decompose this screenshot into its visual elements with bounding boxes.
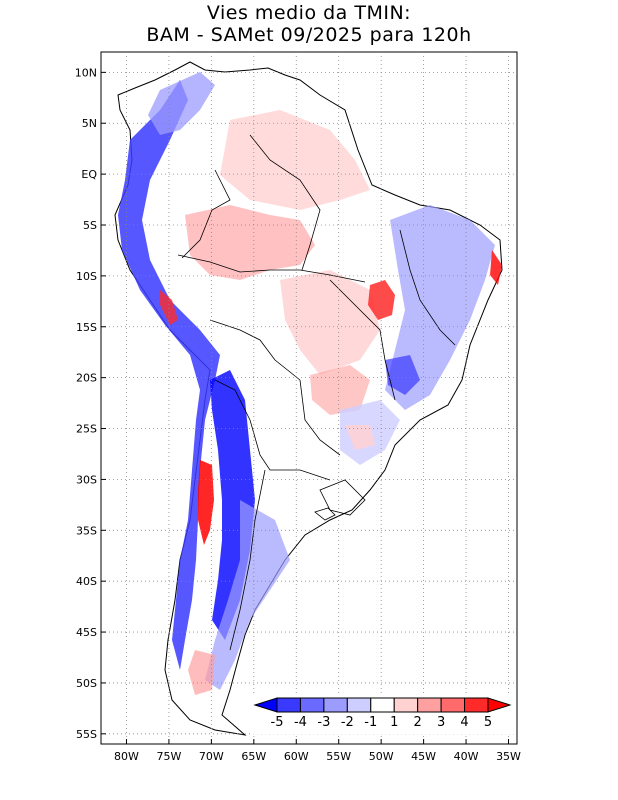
colorbar-swatch (323, 697, 348, 713)
lon-tick-label: 35W (496, 750, 521, 763)
colorbar: -5 -4 -3 -2 -1 1 2 3 4 5 (251, 694, 514, 734)
amazon-warm-bias (185, 205, 315, 280)
lon-tick-label: 80W (114, 750, 139, 763)
colorbar-swatch (346, 697, 372, 713)
map-content (114, 61, 503, 736)
colorbar-label: 2 (414, 715, 422, 730)
falkland-islands (314, 507, 336, 521)
lat-tick-label: 5N (82, 117, 97, 130)
lat-tick-label: 30S (76, 473, 97, 486)
patagonia-warm-spot (188, 650, 215, 695)
lat-tick-label: 10S (76, 270, 97, 283)
lon-tick-label: 40W (454, 750, 479, 763)
colorbar-label: 4 (460, 715, 468, 730)
colorbar-swatch (393, 697, 419, 713)
colorbar-swatch (464, 697, 489, 713)
patagonia-light-blue (205, 500, 290, 690)
colorbar-swatch (440, 697, 466, 713)
lat-tick-label: 45S (76, 626, 97, 639)
lat-tick-label: 55S (76, 728, 97, 741)
longitude-axis: 80W 75W 70W 65W 60W 55W 50W 45W 40W 35W (114, 739, 521, 763)
map-title-line2: BAM - SAMet 09/2025 para 120h (146, 24, 472, 46)
lat-tick-label: 15S (76, 321, 97, 334)
lon-tick-label: 45W (411, 750, 436, 763)
lat-tick-label: 25S (76, 423, 97, 436)
south-brazil-warm (345, 425, 375, 450)
lon-tick-label: 50W (369, 750, 394, 763)
lat-tick-label: 10N (75, 66, 97, 79)
latitude-axis: 10N 5N EQ 5S 10S 15S 20S 25S 30S 35S 40S 45S 50S 55S (75, 66, 106, 741)
colorbar-label: -1 (364, 715, 377, 730)
lat-tick-label: 50S (76, 677, 97, 690)
lon-tick-label: 70W (199, 750, 224, 763)
map-frame (100, 51, 518, 745)
lat-tick-label: 20S (76, 372, 97, 385)
venezuela-cold-bias (148, 72, 215, 135)
colorbar-label: -5 (271, 715, 284, 730)
colorbar-swatch (417, 697, 442, 713)
colorbar-label: -2 (341, 715, 354, 730)
map-title-line1: Vies medio da TMIN: (206, 2, 412, 24)
lat-tick-label: EQ (81, 168, 97, 181)
lat-tick-label: 5S (83, 219, 97, 232)
lat-tick-label: 35S (76, 524, 97, 537)
colorbar-label: 3 (437, 715, 445, 730)
colorbar-swatch (299, 697, 325, 713)
lon-tick-label: 65W (241, 750, 266, 763)
central-warm-bias (280, 270, 380, 375)
colorbar-swatch (276, 697, 301, 713)
lon-tick-label: 75W (156, 750, 181, 763)
colorbar-label: -3 (317, 715, 330, 730)
north-warm-bias (220, 110, 370, 210)
southeast-cold-spot (385, 355, 420, 395)
andes-warm-streak (198, 460, 214, 545)
northeast-cold-bias (385, 205, 495, 410)
lat-tick-label: 40S (76, 575, 97, 588)
lon-tick-label: 60W (284, 750, 309, 763)
lat-lon-grid (101, 52, 517, 744)
lon-tick-label: 55W (326, 750, 351, 763)
andes-cold-bias (118, 80, 220, 670)
peru-warm-streak (160, 290, 178, 325)
colorbar-label: 5 (484, 715, 492, 730)
colorbar-swatch (370, 697, 395, 713)
colorbar-label: -4 (294, 715, 307, 730)
colorbar-max-arrow (487, 697, 512, 713)
colorbar-label: 1 (390, 715, 398, 730)
